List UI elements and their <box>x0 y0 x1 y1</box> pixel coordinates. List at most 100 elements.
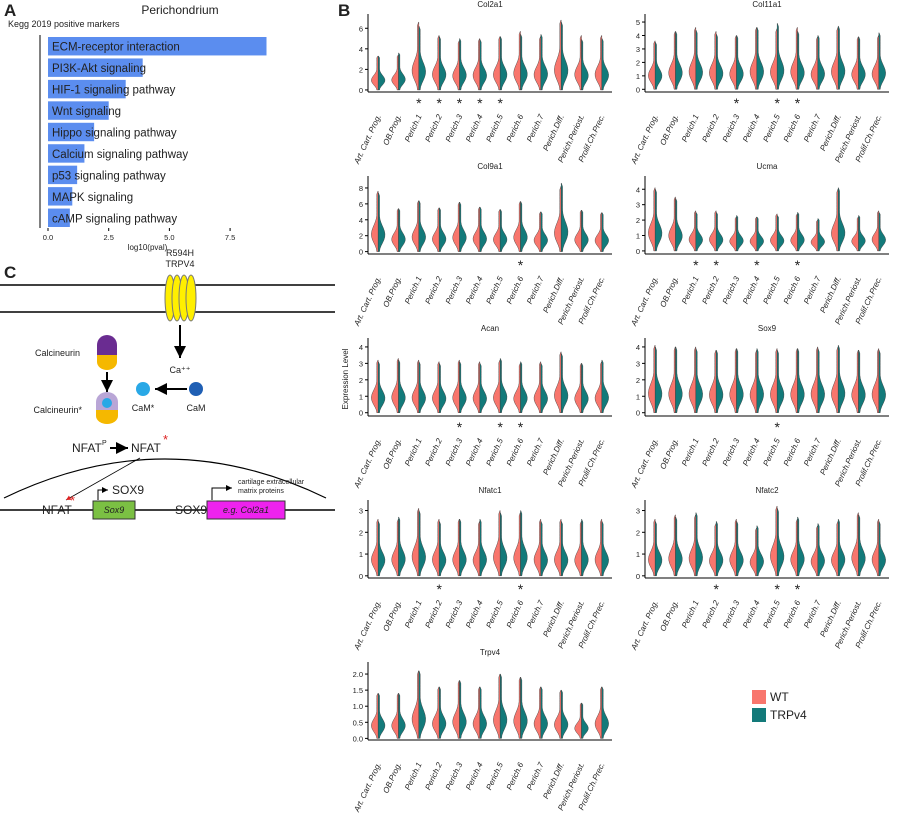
cam-icon <box>189 382 203 396</box>
nfat-nuclear-star: * <box>70 493 75 508</box>
violin <box>574 702 582 739</box>
violin <box>695 512 703 577</box>
violin <box>654 42 663 90</box>
gene-label: e.g. Col2a1 <box>223 505 269 515</box>
x-tick-label: Perich.6 <box>505 437 526 468</box>
significance-marker: * <box>457 95 463 111</box>
y-tick-label: 0 <box>636 572 640 581</box>
violin <box>770 213 778 252</box>
significance-marker: * <box>497 419 503 435</box>
x-tick-label: Art. Cart. Prog. <box>352 761 383 814</box>
y-tick-label: 8 <box>359 184 363 193</box>
y-axis-label: Expression Level <box>341 348 350 409</box>
violin <box>472 206 481 252</box>
violin <box>858 36 866 90</box>
violin <box>878 32 886 90</box>
sox9-tf-label: SOX9 <box>175 503 207 517</box>
category-label: cAMP signaling pathway <box>52 213 177 225</box>
nfat-label: NFAT <box>72 441 102 455</box>
channel-label: TRPV4 <box>165 259 194 269</box>
x-tick-label: Perich.3 <box>721 437 742 468</box>
x-tick-label: Perich.6 <box>505 275 526 306</box>
bar <box>48 165 78 185</box>
violin <box>749 527 758 577</box>
violin <box>499 512 508 577</box>
chart-title: Acan <box>481 324 499 333</box>
violin <box>581 210 589 252</box>
violin <box>851 350 859 413</box>
violin <box>709 31 717 90</box>
x-tick-label: Art. Cart. Prog. <box>629 437 660 490</box>
x-tick-label: Perich.5 <box>761 437 782 468</box>
violin <box>715 33 724 90</box>
violin <box>851 36 859 90</box>
violin <box>729 519 737 577</box>
x-tick-label: Perich.1 <box>403 275 424 305</box>
violin <box>810 219 819 252</box>
violin <box>648 187 656 252</box>
chart-title: Col2a1 <box>477 0 503 9</box>
x-tick-label: Perich.7 <box>802 437 823 468</box>
category-label: ECM-receptor interaction <box>52 42 180 54</box>
significance-marker: * <box>457 419 463 435</box>
violin <box>581 702 589 739</box>
y-tick-label: 3 <box>636 201 640 210</box>
violin <box>675 31 683 90</box>
x-tick-label: 5.0 <box>164 233 174 242</box>
violin <box>654 521 663 577</box>
violin <box>594 686 603 739</box>
violin <box>601 359 609 413</box>
violin <box>533 519 542 577</box>
x-tick-label: OB.Prog. <box>381 437 403 471</box>
violin <box>878 350 886 413</box>
violin <box>594 35 603 91</box>
violin <box>411 200 420 252</box>
violin <box>776 350 785 413</box>
violin <box>398 359 406 413</box>
product-label: cartilage extracellular <box>238 479 305 486</box>
violin <box>472 686 481 739</box>
x-tick-label: Perich.3 <box>721 113 742 144</box>
violin <box>831 346 839 413</box>
y-tick-label: 4 <box>636 31 640 40</box>
violin <box>688 346 697 413</box>
x-tick-label: Perich.1 <box>403 761 424 791</box>
x-tick-label: OB.Prog. <box>381 761 403 795</box>
x-tick-label: Perich.7 <box>802 599 823 630</box>
y-tick-label: 1 <box>636 550 640 559</box>
significance-marker: * <box>436 95 442 111</box>
y-tick-label: 1 <box>359 550 363 559</box>
x-tick-label: Perich.7 <box>525 275 546 306</box>
violin <box>554 351 562 413</box>
violin <box>736 215 744 252</box>
x-tick-label: Art. Cart. Prog. <box>629 599 660 652</box>
x-tick-label: Perich.4 <box>741 275 762 306</box>
violin <box>459 38 467 91</box>
violin <box>790 213 798 252</box>
violin <box>398 693 406 739</box>
violin <box>499 209 508 252</box>
violin <box>715 350 724 413</box>
x-tick-label: Art. Cart. Prog. <box>352 113 383 166</box>
x-tick-label: OB.Prog. <box>658 437 680 471</box>
violin <box>513 512 521 577</box>
violin <box>493 359 501 413</box>
violin <box>499 36 508 91</box>
violin <box>831 521 839 577</box>
violin <box>391 358 399 413</box>
violin <box>837 187 846 252</box>
x-axis-label: log10(pval) <box>128 243 168 252</box>
violin <box>377 192 386 252</box>
violin <box>533 36 542 91</box>
violin <box>560 521 569 577</box>
y-tick-label: 3 <box>636 507 640 516</box>
violin <box>398 516 406 577</box>
violin <box>581 519 589 577</box>
violin <box>533 686 542 739</box>
violin <box>520 201 528 252</box>
x-tick-label: Perich.7 <box>525 113 546 144</box>
y-tick-label: 0 <box>359 86 363 95</box>
violin <box>736 521 744 577</box>
mutation-label: R594H <box>166 248 194 258</box>
violin <box>790 519 798 577</box>
